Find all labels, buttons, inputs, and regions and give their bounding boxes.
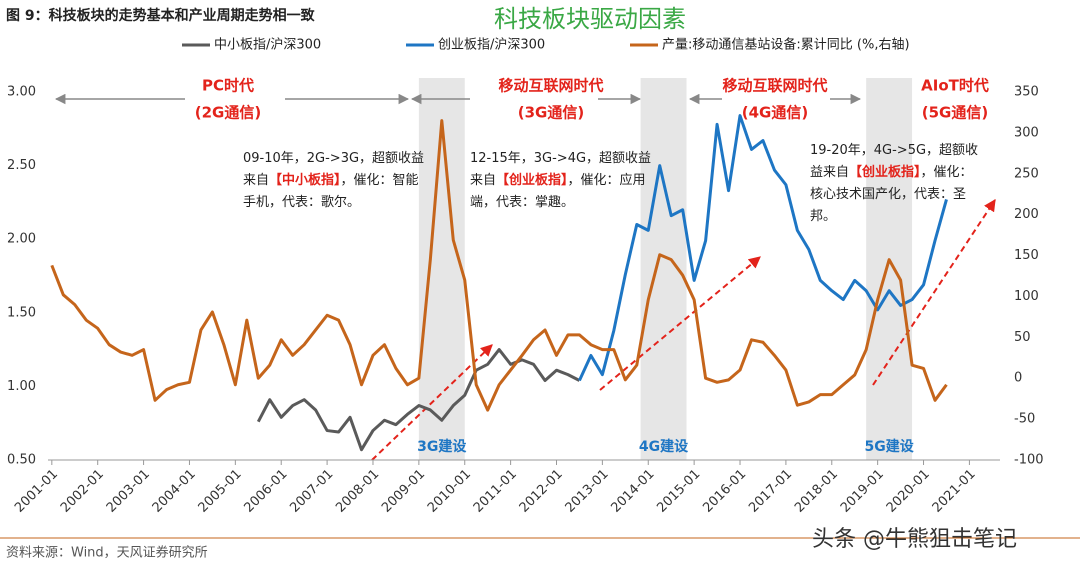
annotation-text: 核心技术国产化，代表：圣 [810, 187, 966, 202]
era-sub: (4G通信) [742, 104, 808, 122]
x-tick-label: 2013-01 [563, 467, 612, 516]
x-tick-label: 2008-01 [333, 467, 382, 516]
annotation-line: 19-20年，4G->5G，超额收 [810, 143, 978, 158]
annotation-line: 手机，代表：歌尔。 [243, 195, 360, 210]
band-label: 3G建设 [417, 438, 467, 455]
x-tick-label: 2010-01 [425, 467, 474, 516]
band-label: 5G建设 [865, 438, 915, 455]
annotation-text: 来自 [243, 173, 269, 188]
y-tick-label: 2.50 [7, 158, 36, 173]
annotation-text: ，催化：应用 [568, 172, 646, 188]
watermark: 头条 @牛熊狙击笔记 [812, 527, 1017, 552]
x-tick-label: 2017-01 [746, 467, 795, 516]
annotation-text: 09-10年，2G->3G，超额收益 [243, 151, 424, 166]
legend-label: 产量:移动通信基站设备:累计同比 (%,右轴) [662, 37, 910, 53]
annotation-text: ，催化： [921, 165, 973, 180]
y2-tick-label: -100 [1014, 453, 1044, 468]
y-tick-label: 1.00 [7, 379, 36, 394]
bands [418, 78, 913, 460]
annotation-text: 端，代表：掌趣。 [470, 195, 574, 210]
y2-tick-label: 350 [1014, 85, 1039, 100]
x-tick-label: 2002-01 [58, 467, 107, 516]
band [866, 78, 913, 460]
x-tick-label: 2020-01 [884, 467, 933, 516]
y2-tick-label: -50 [1014, 412, 1035, 427]
annotation-text: 【创业板指】 [496, 172, 568, 188]
x-tick-label: 2007-01 [287, 467, 336, 516]
annotation-line: 端，代表：掌趣。 [470, 195, 574, 210]
y2-tick-label: 250 [1014, 166, 1039, 181]
y2-tick-label: 150 [1014, 248, 1039, 263]
x-tick-label: 2014-01 [609, 467, 658, 516]
y2-tick-label: 50 [1014, 330, 1031, 345]
x-tick-label: 2005-01 [196, 467, 245, 516]
era-name: PC时代 [202, 77, 254, 95]
era-name: 移动互联网时代 [722, 77, 827, 95]
annotation-text: 来自 [470, 173, 496, 188]
annotation-line: 核心技术国产化，代表：圣 [810, 187, 966, 202]
band-label: 4G建设 [639, 438, 689, 455]
x-tick-label: 2021-01 [930, 467, 979, 516]
source: 资料来源：Wind，天风证券研究所 [6, 545, 208, 561]
y2-tick-label: 0 [1014, 371, 1022, 386]
annotation-text: 手机，代表：歌尔。 [243, 195, 360, 210]
annotation-line: 邦。 [810, 209, 836, 224]
annotation-line: 来自【中小板指】，催化：智能 [243, 172, 419, 188]
x-tick-label: 2012-01 [517, 467, 566, 516]
annotation-text: 益来自 [810, 165, 849, 180]
y-tick-label: 1.50 [7, 305, 36, 320]
annotation-text: 邦。 [810, 209, 836, 224]
era-sub: (2G通信) [195, 104, 261, 122]
x-tick-label: 2019-01 [838, 467, 887, 516]
x-tick-label: 2015-01 [654, 467, 703, 516]
annotation-text: 19-20年，4G->5G，超额收 [810, 143, 978, 158]
annotation-line: 12-15年，3G->4G，超额收益 [470, 151, 651, 166]
x-tick-label: 2001-01 [12, 467, 61, 516]
y2-tick-label: 200 [1014, 207, 1039, 222]
y2-tick-label: 100 [1014, 289, 1039, 304]
x-tick-label: 2006-01 [242, 467, 291, 516]
legend-label: 中小板指/沪深300 [214, 37, 321, 53]
y2-tick-label: 300 [1014, 125, 1039, 140]
chart-subtitle: 科技板块驱动因素 [494, 5, 686, 33]
x-tick-label: 2016-01 [700, 467, 749, 516]
x-tick-label: 2018-01 [792, 467, 841, 516]
annotation-text: 【中小板指】 [269, 172, 341, 188]
y-tick-label: 2.00 [7, 232, 36, 247]
annotation-line: 来自【创业板指】，催化：应用 [470, 172, 646, 188]
annotation-line: 益来自【创业板指】，催化： [810, 164, 973, 180]
chart-title: 图 9：科技板块的走势基本和产业周期走势相一致 [6, 7, 316, 24]
y-tick-label: 0.50 [7, 453, 36, 468]
x-tick-label: 2004-01 [150, 467, 199, 516]
legend-label: 创业板指/沪深300 [438, 37, 545, 53]
x-tick-label: 2011-01 [471, 467, 520, 516]
series-line [50, 119, 948, 412]
y-tick-label: 3.00 [7, 85, 36, 100]
annotation-line: 09-10年，2G->3G，超额收益 [243, 151, 424, 166]
x-tick-label: 2003-01 [104, 467, 153, 516]
series-line [578, 114, 948, 382]
x-tick-label: 2009-01 [379, 467, 428, 516]
band [418, 78, 465, 460]
series-line [256, 348, 581, 452]
era-name: AIoT时代 [921, 77, 989, 95]
annotation-text: 【创业板指】 [849, 164, 921, 180]
trend-arrows [371, 198, 996, 461]
plot [50, 114, 948, 452]
annotation-text: ，催化：智能 [341, 173, 419, 188]
era-sub: (5G通信) [922, 104, 988, 122]
era-sub: (3G通信) [518, 104, 584, 122]
era-name: 移动互联网时代 [498, 77, 603, 95]
annotation-text: 12-15年，3G->4G，超额收益 [470, 151, 651, 166]
